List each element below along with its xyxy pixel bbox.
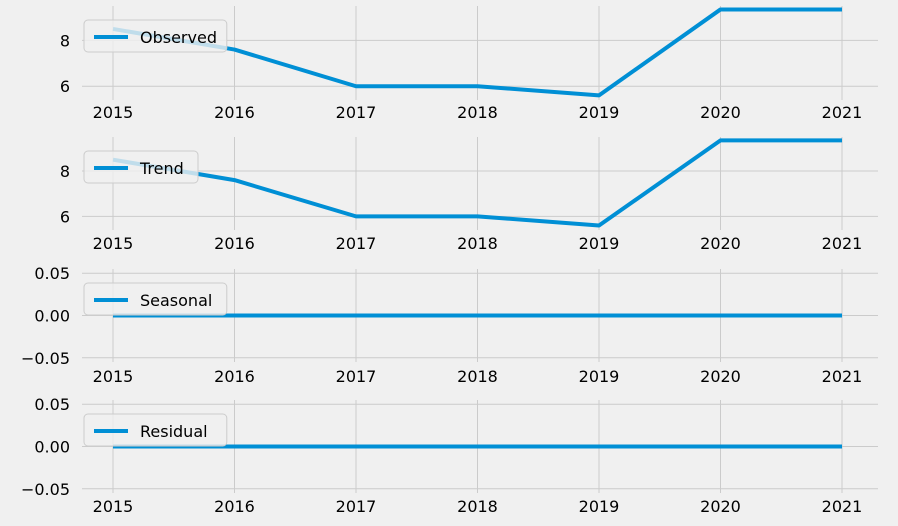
seasonal-legend-label: Seasonal: [140, 291, 212, 310]
residual-xtick-label: 2020: [700, 497, 741, 516]
residual-xtick-label: 2019: [579, 497, 620, 516]
seasonal-xtick-label: 2017: [336, 367, 377, 386]
trend-series-line: [112, 138, 842, 228]
observed-ytick-label: 8: [60, 31, 70, 50]
observed-xtick-label: 2019: [579, 103, 620, 122]
residual-ytick-label: −0.05: [21, 480, 70, 499]
observed-xtick-label: 2018: [457, 103, 498, 122]
seasonal-panel: 0.05 0.00 −0.05 2015 2016 2017 2018 2019 2020 202…: [21, 264, 878, 386]
trend-xtick-label: 2016: [214, 234, 255, 253]
seasonal-xtick-label: 2019: [579, 367, 620, 386]
observed-ytick-label: 6: [60, 77, 70, 96]
trend-xtick-label: 2021: [822, 234, 863, 253]
trend-legend-box: [83, 150, 199, 184]
trend-ytick-label: 6: [60, 207, 70, 226]
seasonal-xtick-label: 2016: [214, 367, 255, 386]
observed-xtick-label: 2020: [700, 103, 741, 122]
observed-legend-label: Observed: [140, 28, 217, 47]
residual-xtick-label: 2015: [93, 497, 134, 516]
trend-xtick-label: 2018: [457, 234, 498, 253]
residual-legend-box: [83, 413, 228, 447]
residual-xtick-label: 2017: [336, 497, 377, 516]
residual-ytick-label: 0.05: [34, 395, 70, 414]
residual-legend-label: Residual: [140, 422, 208, 441]
trend-xtick-label: 2017: [336, 234, 377, 253]
residual-xtick-label: 2021: [822, 497, 863, 516]
seasonal-xtick-label: 2018: [457, 367, 498, 386]
seasonal-xtick-label: 2020: [700, 367, 741, 386]
observed-xtick-label: 2015: [93, 103, 134, 122]
trend-legend-label: Trend: [139, 159, 184, 178]
observed-xtick-label: 2017: [336, 103, 377, 122]
observed-xtick-label: 2016: [214, 103, 255, 122]
residual-xtick-label: 2016: [214, 497, 255, 516]
residual-xtick-label: 2018: [457, 497, 498, 516]
trend-xtick-label: 2020: [700, 234, 741, 253]
trend-panel: 6 8 2015 2016 2017 2018 2019 2020 2021 Trend: [60, 137, 878, 253]
seasonal-legend-box: [83, 282, 228, 316]
observed-panel: 6 8 2015 2016 2017 2018 2019 2020 2021 Observed: [60, 6, 878, 122]
seasonal-ytick-label: −0.05: [21, 349, 70, 368]
seasonal-xtick-label: 2015: [93, 367, 134, 386]
trend-xtick-label: 2019: [579, 234, 620, 253]
seasonal-xtick-label: 2021: [822, 367, 863, 386]
observed-xtick-label: 2021: [822, 103, 863, 122]
seasonal-ytick-label: 0.00: [34, 307, 70, 326]
trend-ytick-label: 8: [60, 162, 70, 181]
observed-legend-box: [83, 19, 228, 53]
observed-series-line: [112, 7, 842, 98]
residual-panel: 0.05 0.00 −0.05 2015 2016 2017 2018 2019 2020 202…: [21, 395, 878, 516]
residual-ytick-label: 0.00: [34, 438, 70, 457]
trend-xtick-label: 2015: [93, 234, 134, 253]
seasonal-ytick-label: 0.05: [34, 264, 70, 283]
